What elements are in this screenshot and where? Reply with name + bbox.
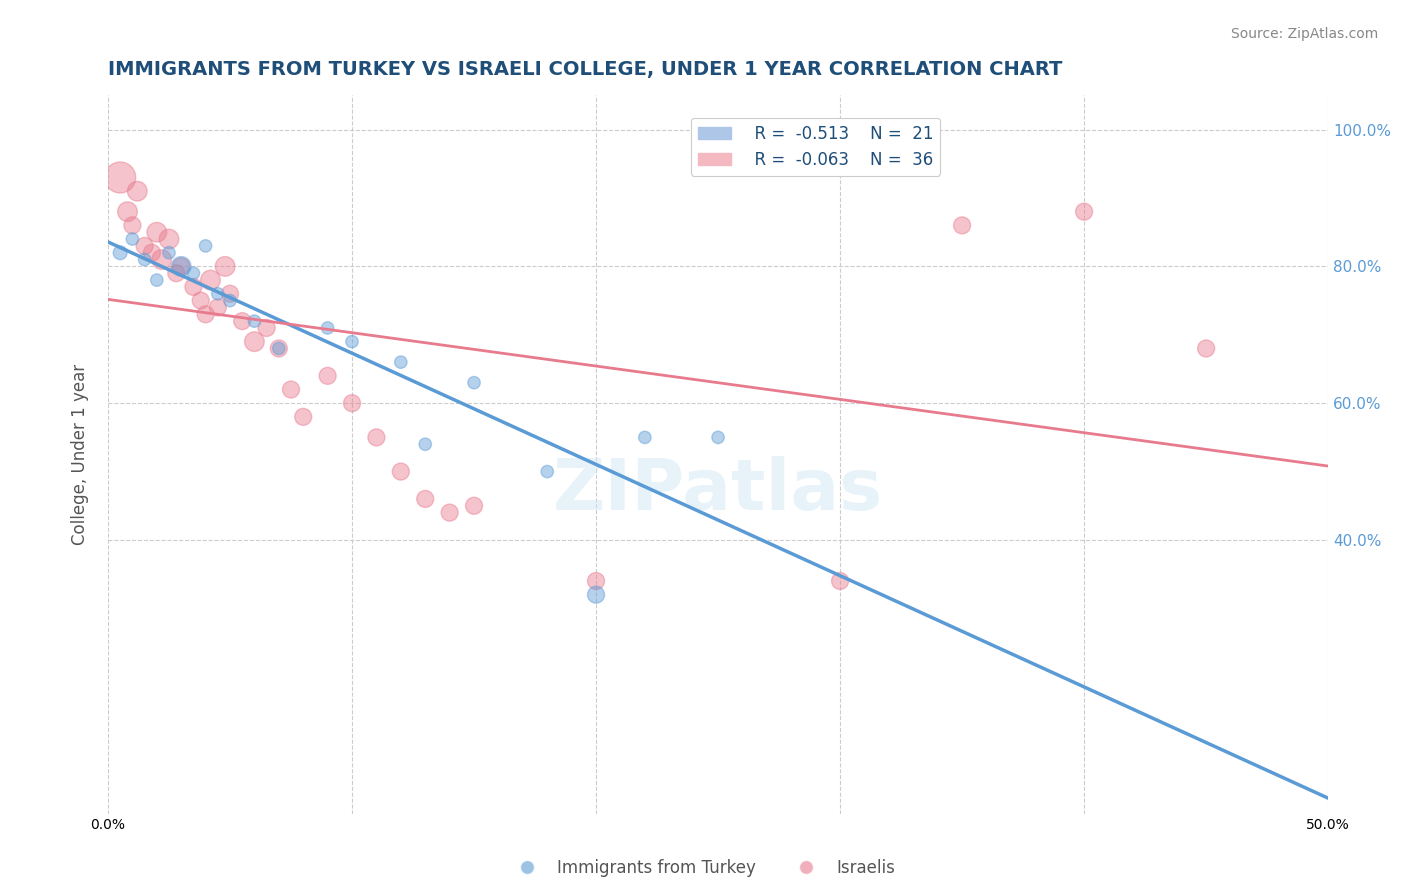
Point bbox=[146, 225, 169, 239]
Point bbox=[108, 170, 131, 185]
Y-axis label: College, Under 1 year: College, Under 1 year bbox=[72, 364, 89, 545]
Text: Source: ZipAtlas.com: Source: ZipAtlas.com bbox=[1230, 27, 1378, 41]
Point bbox=[950, 219, 973, 233]
Point bbox=[707, 430, 730, 444]
Point bbox=[413, 491, 436, 506]
Point bbox=[585, 574, 607, 588]
Point bbox=[121, 219, 143, 233]
Point bbox=[200, 273, 222, 287]
Point bbox=[219, 286, 242, 301]
Point bbox=[214, 260, 236, 274]
Point bbox=[183, 266, 205, 280]
Point bbox=[1195, 342, 1218, 356]
Legend:   R =  -0.513    N =  21,   R =  -0.063    N =  36: R = -0.513 N = 21, R = -0.063 N = 36 bbox=[690, 118, 941, 176]
Point bbox=[292, 409, 315, 424]
Point bbox=[108, 245, 131, 260]
Point bbox=[585, 588, 607, 602]
Point bbox=[340, 396, 363, 410]
Point bbox=[267, 342, 290, 356]
Point bbox=[366, 430, 388, 444]
Text: ZIPatlas: ZIPatlas bbox=[553, 456, 883, 524]
Point bbox=[134, 239, 156, 253]
Point bbox=[194, 307, 217, 321]
Point bbox=[170, 260, 193, 274]
Point bbox=[463, 499, 485, 513]
Point bbox=[141, 245, 163, 260]
Point bbox=[439, 506, 461, 520]
Point bbox=[463, 376, 485, 390]
Point bbox=[146, 273, 169, 287]
Point bbox=[157, 245, 180, 260]
Point bbox=[828, 574, 851, 588]
Point bbox=[219, 293, 242, 308]
Point bbox=[121, 232, 143, 246]
Point bbox=[127, 184, 149, 198]
Point bbox=[194, 239, 217, 253]
Point bbox=[316, 321, 339, 335]
Point bbox=[243, 314, 266, 328]
Point bbox=[389, 355, 412, 369]
Point bbox=[316, 368, 339, 383]
Legend: Immigrants from Turkey, Israelis: Immigrants from Turkey, Israelis bbox=[505, 853, 901, 884]
Point bbox=[634, 430, 657, 444]
Point bbox=[117, 204, 139, 219]
Point bbox=[243, 334, 266, 349]
Text: IMMIGRANTS FROM TURKEY VS ISRAELI COLLEGE, UNDER 1 YEAR CORRELATION CHART: IMMIGRANTS FROM TURKEY VS ISRAELI COLLEG… bbox=[108, 60, 1063, 78]
Point bbox=[340, 334, 363, 349]
Point bbox=[170, 260, 193, 274]
Point bbox=[413, 437, 436, 451]
Point bbox=[207, 301, 229, 315]
Point bbox=[536, 465, 558, 479]
Point bbox=[190, 293, 212, 308]
Point bbox=[150, 252, 173, 267]
Point bbox=[183, 280, 205, 294]
Point bbox=[165, 266, 187, 280]
Point bbox=[207, 286, 229, 301]
Point bbox=[280, 383, 302, 397]
Point bbox=[231, 314, 253, 328]
Point bbox=[389, 465, 412, 479]
Point bbox=[157, 232, 180, 246]
Point bbox=[134, 252, 156, 267]
Point bbox=[1073, 204, 1095, 219]
Point bbox=[256, 321, 278, 335]
Point bbox=[267, 342, 290, 356]
